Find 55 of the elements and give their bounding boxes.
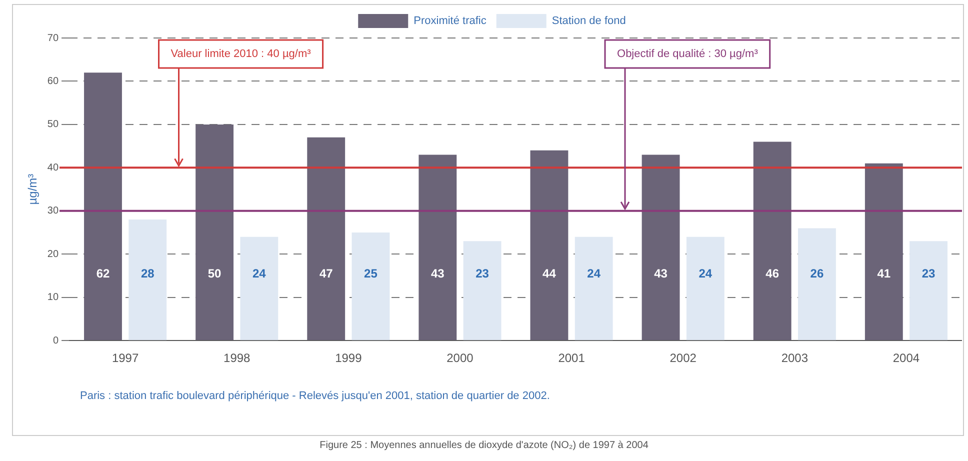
bar bbox=[418, 154, 457, 340]
data-label: 28 bbox=[140, 266, 155, 280]
data-label: 43 bbox=[430, 266, 445, 280]
y-tick-label: 70 bbox=[47, 32, 59, 44]
data-label: 47 bbox=[319, 266, 334, 280]
y-tick-label: 0 bbox=[52, 335, 59, 346]
bar bbox=[798, 228, 836, 340]
y-tick-label: 30 bbox=[47, 206, 59, 217]
bar bbox=[910, 241, 948, 340]
data-label: 44 bbox=[542, 266, 556, 280]
data-label: 23 bbox=[476, 266, 490, 280]
x-tick-label: 2000 bbox=[446, 351, 474, 366]
data-label: 23 bbox=[922, 266, 936, 280]
x-tick-label: 2003 bbox=[781, 351, 808, 366]
data-label: 24 bbox=[587, 266, 601, 280]
bar bbox=[307, 137, 346, 340]
ref-line-label: Valeur limite 2010 : 40 µg/m³ bbox=[170, 48, 312, 60]
bar bbox=[352, 232, 390, 340]
bar bbox=[530, 150, 568, 340]
x-tick-label: 1997 bbox=[112, 351, 139, 366]
bar bbox=[128, 220, 167, 340]
x-tick-label: 2004 bbox=[892, 351, 920, 366]
data-label: 24 bbox=[252, 266, 266, 280]
caption: Figure 25 : Moyennes annuelles de dioxyde d'azote (NO₂) de 1997 à 2004 bbox=[318, 440, 650, 451]
legend-label: Proximité trafic bbox=[414, 15, 487, 28]
y-tick-label: 60 bbox=[47, 76, 59, 87]
y-tick-label: 40 bbox=[47, 162, 59, 174]
data-label: 43 bbox=[654, 266, 668, 280]
bar bbox=[642, 154, 680, 340]
y-tick-label: 50 bbox=[47, 119, 59, 130]
x-tick-label: 2001 bbox=[558, 351, 586, 366]
bar bbox=[463, 241, 502, 340]
text: Paris : station trafic boulevard périphérique - Relevés jusqu'en 2001, station de quartier de 2002. bbox=[80, 390, 550, 402]
bar bbox=[864, 163, 903, 340]
y-axis-title: µg/m³ bbox=[26, 174, 40, 205]
y-tick-label: 10 bbox=[47, 292, 59, 304]
data-label: 24 bbox=[698, 266, 712, 280]
bar bbox=[686, 236, 724, 340]
x-tick-label: 1998 bbox=[224, 351, 251, 366]
bar bbox=[574, 236, 613, 340]
data-label: 26 bbox=[810, 266, 824, 280]
x-tick-label: 2002 bbox=[670, 351, 697, 366]
data-label: 46 bbox=[766, 266, 780, 280]
bar bbox=[196, 124, 234, 340]
bar bbox=[84, 72, 122, 340]
ref-line-label: Objectif de qualité : 30 µg/m³ bbox=[617, 48, 758, 60]
bar bbox=[753, 142, 792, 340]
data-label: 50 bbox=[208, 266, 222, 280]
data-label: 62 bbox=[96, 266, 110, 280]
data-label: 41 bbox=[877, 266, 891, 280]
y-tick-label: 20 bbox=[47, 248, 59, 260]
data-label: 25 bbox=[364, 266, 378, 280]
legend-label: Station de fond bbox=[552, 15, 626, 28]
bar bbox=[240, 236, 278, 340]
x-tick-label: 1999 bbox=[335, 351, 362, 366]
